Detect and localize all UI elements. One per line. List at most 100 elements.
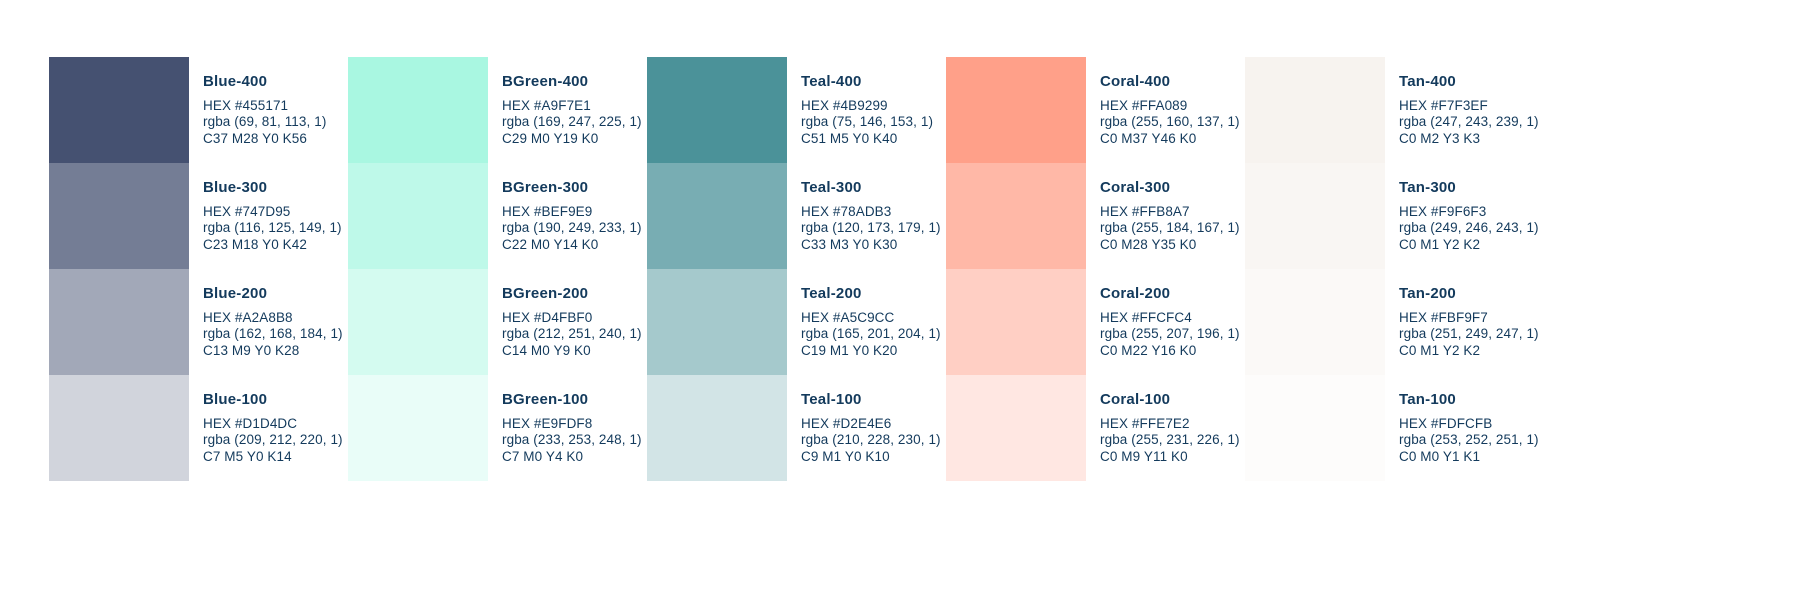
shade-info: Teal-100 HEX #D2E4E6 rgba (210, 228, 230… bbox=[787, 375, 946, 481]
shade-rgba: rgba (255, 160, 137, 1) bbox=[1100, 114, 1240, 130]
shade-cmyk: C37 M28 Y0 K56 bbox=[203, 130, 307, 146]
shade-info: Tan-100 HEX #FDFCFB rgba (253, 252, 251,… bbox=[1385, 375, 1544, 481]
shade-hex: HEX #FFA089 bbox=[1100, 97, 1188, 113]
shade-hex: HEX #F7F3EF bbox=[1399, 97, 1488, 113]
shade-name: Teal-300 bbox=[801, 178, 862, 196]
shade-name: BGreen-300 bbox=[502, 178, 589, 196]
shade-info: BGreen-400 HEX #A9F7E1 rgba (169, 247, 2… bbox=[488, 57, 647, 163]
shade-info: BGreen-300 HEX #BEF9E9 rgba (190, 249, 2… bbox=[488, 163, 647, 269]
info-column: BGreen-400 HEX #A9F7E1 rgba (169, 247, 2… bbox=[488, 57, 647, 481]
color-swatch-coral-200 bbox=[946, 269, 1086, 375]
info-column: Coral-400 HEX #FFA089 rgba (255, 160, 13… bbox=[1086, 57, 1245, 481]
color-swatch-tan-200 bbox=[1245, 269, 1385, 375]
color-swatch-tan-400 bbox=[1245, 57, 1385, 163]
swatch-column bbox=[1245, 57, 1385, 481]
palette-group-coral: Coral-400 HEX #FFA089 rgba (255, 160, 13… bbox=[946, 57, 1245, 481]
shade-name: Coral-100 bbox=[1100, 390, 1171, 408]
color-swatch-blue-100 bbox=[49, 375, 189, 481]
shade-name: Tan-100 bbox=[1399, 390, 1456, 408]
color-swatch-blue-300 bbox=[49, 163, 189, 269]
shade-cmyk: C51 M5 Y0 K40 bbox=[801, 130, 898, 146]
shade-name: Blue-200 bbox=[203, 284, 268, 302]
shade-cmyk: C29 M0 Y19 K0 bbox=[502, 130, 599, 146]
shade-name: Tan-300 bbox=[1399, 178, 1456, 196]
shade-cmyk: C22 M0 Y14 K0 bbox=[502, 236, 599, 252]
shade-cmyk: C19 M1 Y0 K20 bbox=[801, 342, 898, 358]
swatch-column bbox=[647, 57, 787, 481]
shade-info: Blue-100 HEX #D1D4DC rgba (209, 212, 220… bbox=[189, 375, 348, 481]
shade-hex: HEX #F9F6F3 bbox=[1399, 203, 1487, 219]
shade-info: Coral-400 HEX #FFA089 rgba (255, 160, 13… bbox=[1086, 57, 1245, 163]
shade-cmyk: C14 M0 Y9 K0 bbox=[502, 342, 591, 358]
color-swatch-bgreen-400 bbox=[348, 57, 488, 163]
shade-cmyk: C33 M3 Y0 K30 bbox=[801, 236, 898, 252]
shade-hex: HEX #A2A8B8 bbox=[203, 309, 293, 325]
color-swatch-teal-300 bbox=[647, 163, 787, 269]
shade-hex: HEX #D1D4DC bbox=[203, 415, 298, 431]
shade-hex: HEX #FFB8A7 bbox=[1100, 203, 1190, 219]
color-swatch-teal-400 bbox=[647, 57, 787, 163]
color-swatch-teal-200 bbox=[647, 269, 787, 375]
swatch-column bbox=[946, 57, 1086, 481]
shade-info: Tan-200 HEX #FBF9F7 rgba (251, 249, 247,… bbox=[1385, 269, 1544, 375]
shade-name: BGreen-100 bbox=[502, 390, 589, 408]
shade-rgba: rgba (169, 247, 225, 1) bbox=[502, 114, 642, 130]
shade-hex: HEX #A9F7E1 bbox=[502, 97, 591, 113]
shade-name: Teal-200 bbox=[801, 284, 862, 302]
shade-info: BGreen-100 HEX #E9FDF8 rgba (233, 253, 2… bbox=[488, 375, 647, 481]
shade-cmyk: C0 M37 Y46 K0 bbox=[1100, 130, 1197, 146]
shade-hex: HEX #D2E4E6 bbox=[801, 415, 892, 431]
palette-group-blue: Blue-400 HEX #455171 rgba (69, 81, 113, … bbox=[49, 57, 348, 481]
info-column: Teal-400 HEX #4B9299 rgba (75, 146, 153,… bbox=[787, 57, 946, 481]
shade-hex: HEX #BEF9E9 bbox=[502, 203, 593, 219]
shade-name: Blue-300 bbox=[203, 178, 268, 196]
shade-name: BGreen-200 bbox=[502, 284, 589, 302]
shade-info: Blue-300 HEX #747D95 rgba (116, 125, 149… bbox=[189, 163, 348, 269]
shade-hex: HEX #FDFCFB bbox=[1399, 415, 1493, 431]
shade-cmyk: C0 M2 Y3 K3 bbox=[1399, 130, 1481, 146]
shade-hex: HEX #455171 bbox=[203, 97, 289, 113]
shade-rgba: rgba (255, 207, 196, 1) bbox=[1100, 326, 1240, 342]
shade-rgba: rgba (209, 212, 220, 1) bbox=[203, 432, 343, 448]
shade-cmyk: C0 M22 Y16 K0 bbox=[1100, 342, 1197, 358]
shade-hex: HEX #4B9299 bbox=[801, 97, 888, 113]
color-swatch-teal-100 bbox=[647, 375, 787, 481]
shade-rgba: rgba (233, 253, 248, 1) bbox=[502, 432, 642, 448]
shade-info: Tan-300 HEX #F9F6F3 rgba (249, 246, 243,… bbox=[1385, 163, 1544, 269]
shade-cmyk: C9 M1 Y0 K10 bbox=[801, 448, 890, 464]
shade-hex: HEX #A5C9CC bbox=[801, 309, 895, 325]
shade-rgba: rgba (120, 173, 179, 1) bbox=[801, 220, 941, 236]
info-column: Tan-400 HEX #F7F3EF rgba (247, 243, 239,… bbox=[1385, 57, 1544, 481]
color-swatch-coral-400 bbox=[946, 57, 1086, 163]
color-swatch-coral-300 bbox=[946, 163, 1086, 269]
shade-info: Tan-400 HEX #F7F3EF rgba (247, 243, 239,… bbox=[1385, 57, 1544, 163]
shade-info: Coral-300 HEX #FFB8A7 rgba (255, 184, 16… bbox=[1086, 163, 1245, 269]
shade-cmyk: C0 M9 Y11 K0 bbox=[1100, 448, 1188, 464]
shade-cmyk: C0 M0 Y1 K1 bbox=[1399, 448, 1481, 464]
shade-hex: HEX #FFE7E2 bbox=[1100, 415, 1190, 431]
shade-rgba: rgba (116, 125, 149, 1) bbox=[203, 220, 342, 236]
swatch-column bbox=[348, 57, 488, 481]
shade-rgba: rgba (212, 251, 240, 1) bbox=[502, 326, 642, 342]
shade-rgba: rgba (255, 231, 226, 1) bbox=[1100, 432, 1240, 448]
color-swatch-coral-100 bbox=[946, 375, 1086, 481]
shade-name: BGreen-400 bbox=[502, 72, 589, 90]
shade-cmyk: C13 M9 Y0 K28 bbox=[203, 342, 300, 358]
color-swatch-blue-400 bbox=[49, 57, 189, 163]
shade-name: Teal-400 bbox=[801, 72, 862, 90]
info-column: Blue-400 HEX #455171 rgba (69, 81, 113, … bbox=[189, 57, 348, 481]
palette-columns: Blue-400 HEX #455171 rgba (69, 81, 113, … bbox=[49, 57, 1544, 481]
shade-hex: HEX #FFCFC4 bbox=[1100, 309, 1192, 325]
shade-info: Blue-200 HEX #A2A8B8 rgba (162, 168, 184… bbox=[189, 269, 348, 375]
shade-name: Coral-300 bbox=[1100, 178, 1171, 196]
shade-rgba: rgba (162, 168, 184, 1) bbox=[203, 326, 343, 342]
shade-name: Coral-200 bbox=[1100, 284, 1171, 302]
shade-hex: HEX #D4FBF0 bbox=[502, 309, 593, 325]
shade-name: Tan-200 bbox=[1399, 284, 1456, 302]
shade-cmyk: C0 M28 Y35 K0 bbox=[1100, 236, 1197, 252]
shade-hex: HEX #747D95 bbox=[203, 203, 291, 219]
color-swatch-bgreen-200 bbox=[348, 269, 488, 375]
shade-cmyk: C23 M18 Y0 K42 bbox=[203, 236, 307, 252]
palette-group-teal: Teal-400 HEX #4B9299 rgba (75, 146, 153,… bbox=[647, 57, 946, 481]
